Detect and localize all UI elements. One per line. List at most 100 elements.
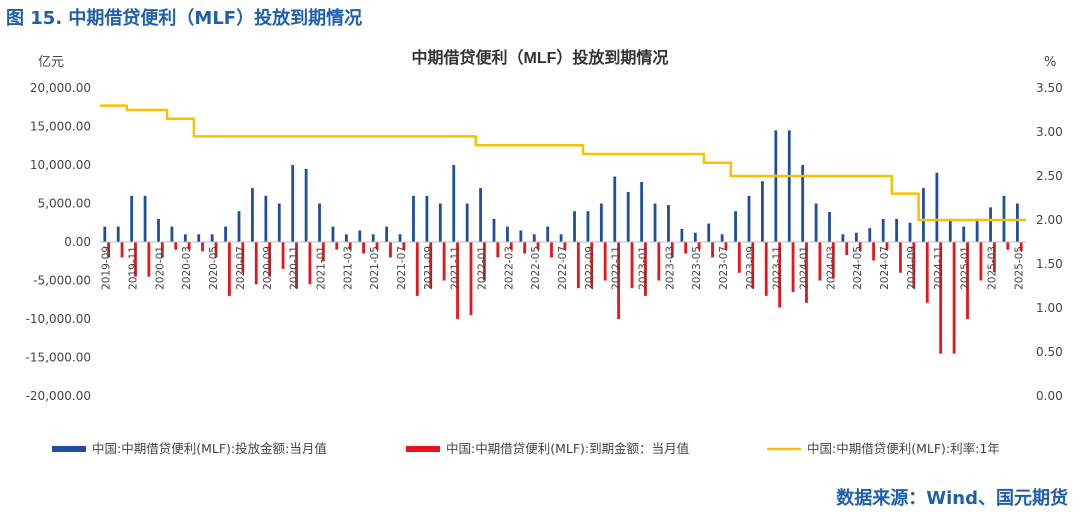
y-right-tick-label: 2.50 (1036, 169, 1063, 183)
maturity-bar (952, 242, 956, 354)
supply-bar (948, 218, 952, 242)
supply-bar (183, 234, 187, 242)
maturity-bar (684, 242, 688, 254)
rate-line (100, 104, 1026, 222)
x-tick-label: 2020-07 (235, 246, 247, 290)
maturity-bar (295, 242, 298, 289)
maturity-bar (415, 242, 419, 296)
supply-bar (304, 168, 308, 242)
x-tick-label: 2022-07 (557, 246, 569, 290)
x-tick-label: 2023-05 (691, 246, 703, 290)
y-right-tick-label: 1.50 (1036, 257, 1063, 271)
supply-bar (157, 218, 160, 242)
left-axis-unit: 亿元 (38, 55, 64, 70)
maturity-bar (147, 242, 151, 277)
maturity-bar (469, 242, 473, 316)
x-tick-label: 2022-11 (611, 246, 623, 290)
x-tick-label: 2023-11 (772, 246, 784, 290)
supply-bar (519, 230, 523, 242)
maturity-bar (429, 242, 433, 289)
supply-bar (331, 226, 335, 242)
supply-bar (667, 205, 670, 242)
supply-bar (479, 188, 482, 242)
legend-maturity-label: 中国:中期借贷便利(MLF):到期金额：当月值 (446, 441, 689, 456)
supply-bar (344, 234, 348, 242)
chart-title: 中期借贷便利（MLF）投放到期情况 (412, 48, 669, 67)
maturity-bar (1019, 242, 1023, 252)
supply-bar (814, 203, 818, 242)
supply-bar (465, 203, 469, 242)
supply-bar (210, 234, 214, 242)
maturity-bar (1006, 242, 1010, 250)
x-tick-label: 2025-05 (1013, 246, 1025, 290)
maturity-bar (711, 242, 714, 258)
supply-bar (908, 222, 912, 242)
legend-supply-swatch (52, 446, 86, 452)
maturity-bar (348, 242, 352, 250)
maturity-bar (778, 242, 782, 308)
supply-bar (707, 223, 711, 242)
maturity-bar (187, 242, 191, 250)
maturity-bar (590, 242, 594, 289)
maturity-bar (831, 242, 835, 279)
legend-rate-label: 中国:中期借贷便利(MLF):利率:1年 (807, 441, 1000, 456)
maturity-bar (724, 242, 728, 250)
supply-bar (532, 234, 536, 242)
figure-title: 图 15. 中期借贷便利（MLF）投放到期情况 (6, 8, 363, 29)
y-left-tick-label: -15,000.00 (26, 351, 91, 365)
x-tick-label: 2024-11 (933, 246, 945, 290)
supply-bar (626, 191, 630, 242)
supply-bar (613, 176, 617, 242)
maturity-bar (389, 242, 392, 258)
supply-bar (680, 228, 684, 242)
supply-bar (251, 188, 254, 242)
maturity-bar (603, 242, 607, 281)
maturity-bar (174, 242, 178, 250)
supply-bar (599, 203, 603, 242)
supply-bar (841, 234, 845, 242)
maturity-bar (818, 242, 822, 281)
maturity-bar (442, 242, 446, 281)
supply-bar (653, 203, 657, 242)
x-tick-label: 2020-09 (262, 246, 274, 290)
maturity-bar (939, 242, 943, 354)
supply-bar (720, 234, 724, 242)
supply-bar (787, 130, 791, 242)
x-tick-label: 2023-03 (664, 246, 676, 290)
supply-bar (291, 165, 295, 242)
supply-bar (277, 203, 281, 242)
x-tick-label: 2024-09 (906, 246, 918, 290)
maturity-bar (697, 242, 701, 250)
y-left-tick-label: 10,000.00 (30, 158, 91, 172)
supply-bar (747, 195, 751, 242)
x-tick-label: 2019-09 (101, 246, 113, 290)
x-tick-label: 2025-01 (960, 246, 972, 290)
maturity-bar (375, 242, 379, 250)
maturity-bar (617, 242, 620, 319)
supply-bar (734, 211, 737, 242)
supply-bar (237, 211, 241, 242)
y-left-tick-label: -10,000.00 (26, 312, 91, 326)
supply-bar (412, 195, 415, 242)
source-note: 数据来源：Wind、国元期货 (836, 488, 1068, 509)
supply-bar (828, 211, 831, 242)
maturity-bar (791, 242, 795, 293)
x-tick-label: 2022-01 (476, 246, 488, 290)
x-tick-label: 2021-03 (342, 246, 354, 290)
legend-maturity-swatch (406, 446, 440, 452)
x-tick-label: 2024-07 (879, 246, 891, 290)
supply-bar (975, 218, 979, 242)
x-tick-label: 2022-03 (503, 246, 515, 290)
mlf-chart: 中期借贷便利（MLF）投放到期情况 亿元 % 20,000.00 15,000.0… (26, 48, 1063, 456)
supply-bar (130, 195, 134, 242)
x-tick-label: 2020-11 (289, 246, 301, 290)
y-right-tick-label: 3.50 (1036, 81, 1063, 95)
supply-bar (895, 218, 899, 242)
x-tick-label: 2020-03 (181, 246, 193, 290)
x-tick-label: 2021-01 (315, 246, 327, 290)
maturity-bar (885, 242, 889, 250)
supply-bar (693, 232, 697, 242)
maturity-bar (872, 242, 875, 261)
maturity-bar (576, 242, 580, 289)
supply-bar (640, 181, 644, 242)
